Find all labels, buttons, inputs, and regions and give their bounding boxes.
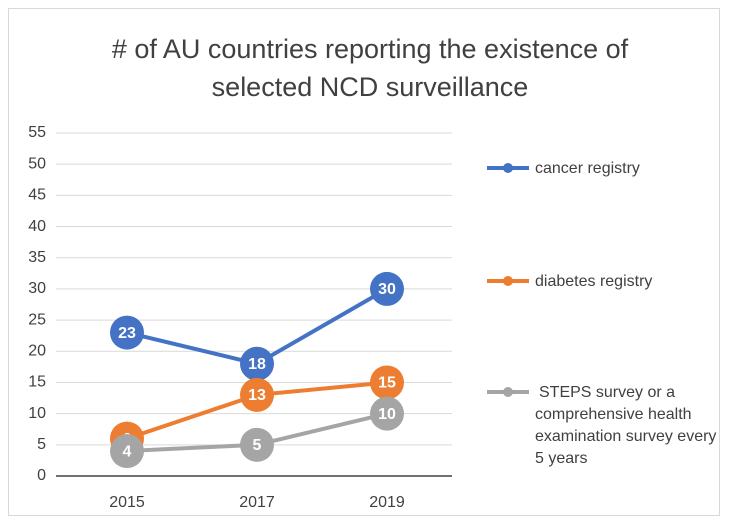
chart-title: # of AU countries reporting the existenc…: [111, 34, 629, 102]
x-tick-label: 2015: [109, 494, 145, 511]
y-tick-label: 30: [28, 280, 46, 297]
y-tick-label: 5: [37, 436, 46, 453]
data-label: 30: [378, 281, 396, 298]
point: [370, 396, 404, 431]
y-tick-label: 25: [28, 311, 46, 328]
data-label: 13: [248, 387, 266, 404]
point: [370, 365, 404, 400]
y-tick-label: 55: [28, 124, 46, 141]
y-tick-label: 0: [37, 467, 46, 484]
legend-label: diabetes registry: [535, 273, 653, 290]
legend-marker: [503, 387, 513, 397]
point: [370, 271, 404, 306]
point: [240, 377, 274, 412]
data-label: 18: [248, 356, 266, 373]
y-tick-label: 40: [28, 218, 46, 235]
y-tick-label: 50: [28, 155, 46, 172]
x-tick-label: 2019: [369, 494, 405, 511]
y-tick-label: 15: [28, 374, 46, 391]
legend-marker: [503, 276, 513, 286]
point: [240, 346, 274, 381]
point: [110, 434, 144, 469]
data-label: 5: [253, 437, 262, 454]
data-label: 15: [378, 375, 396, 392]
chart-frame: [8, 8, 720, 516]
legend-label: STEPS survey or a comprehensive health e…: [535, 384, 717, 467]
legend-label: cancer registry: [535, 160, 640, 177]
y-tick-label: 45: [28, 187, 46, 204]
point: [240, 427, 274, 462]
y-tick-label: 20: [28, 342, 46, 359]
point: [110, 315, 144, 350]
data-label: 23: [118, 325, 136, 342]
y-tick-label: 35: [28, 249, 46, 266]
x-tick-label: 2017: [239, 494, 275, 511]
data-label: 4: [123, 443, 132, 460]
data-label: 10: [378, 406, 396, 423]
legend-marker: [503, 163, 513, 173]
y-tick-label: 10: [28, 405, 46, 422]
